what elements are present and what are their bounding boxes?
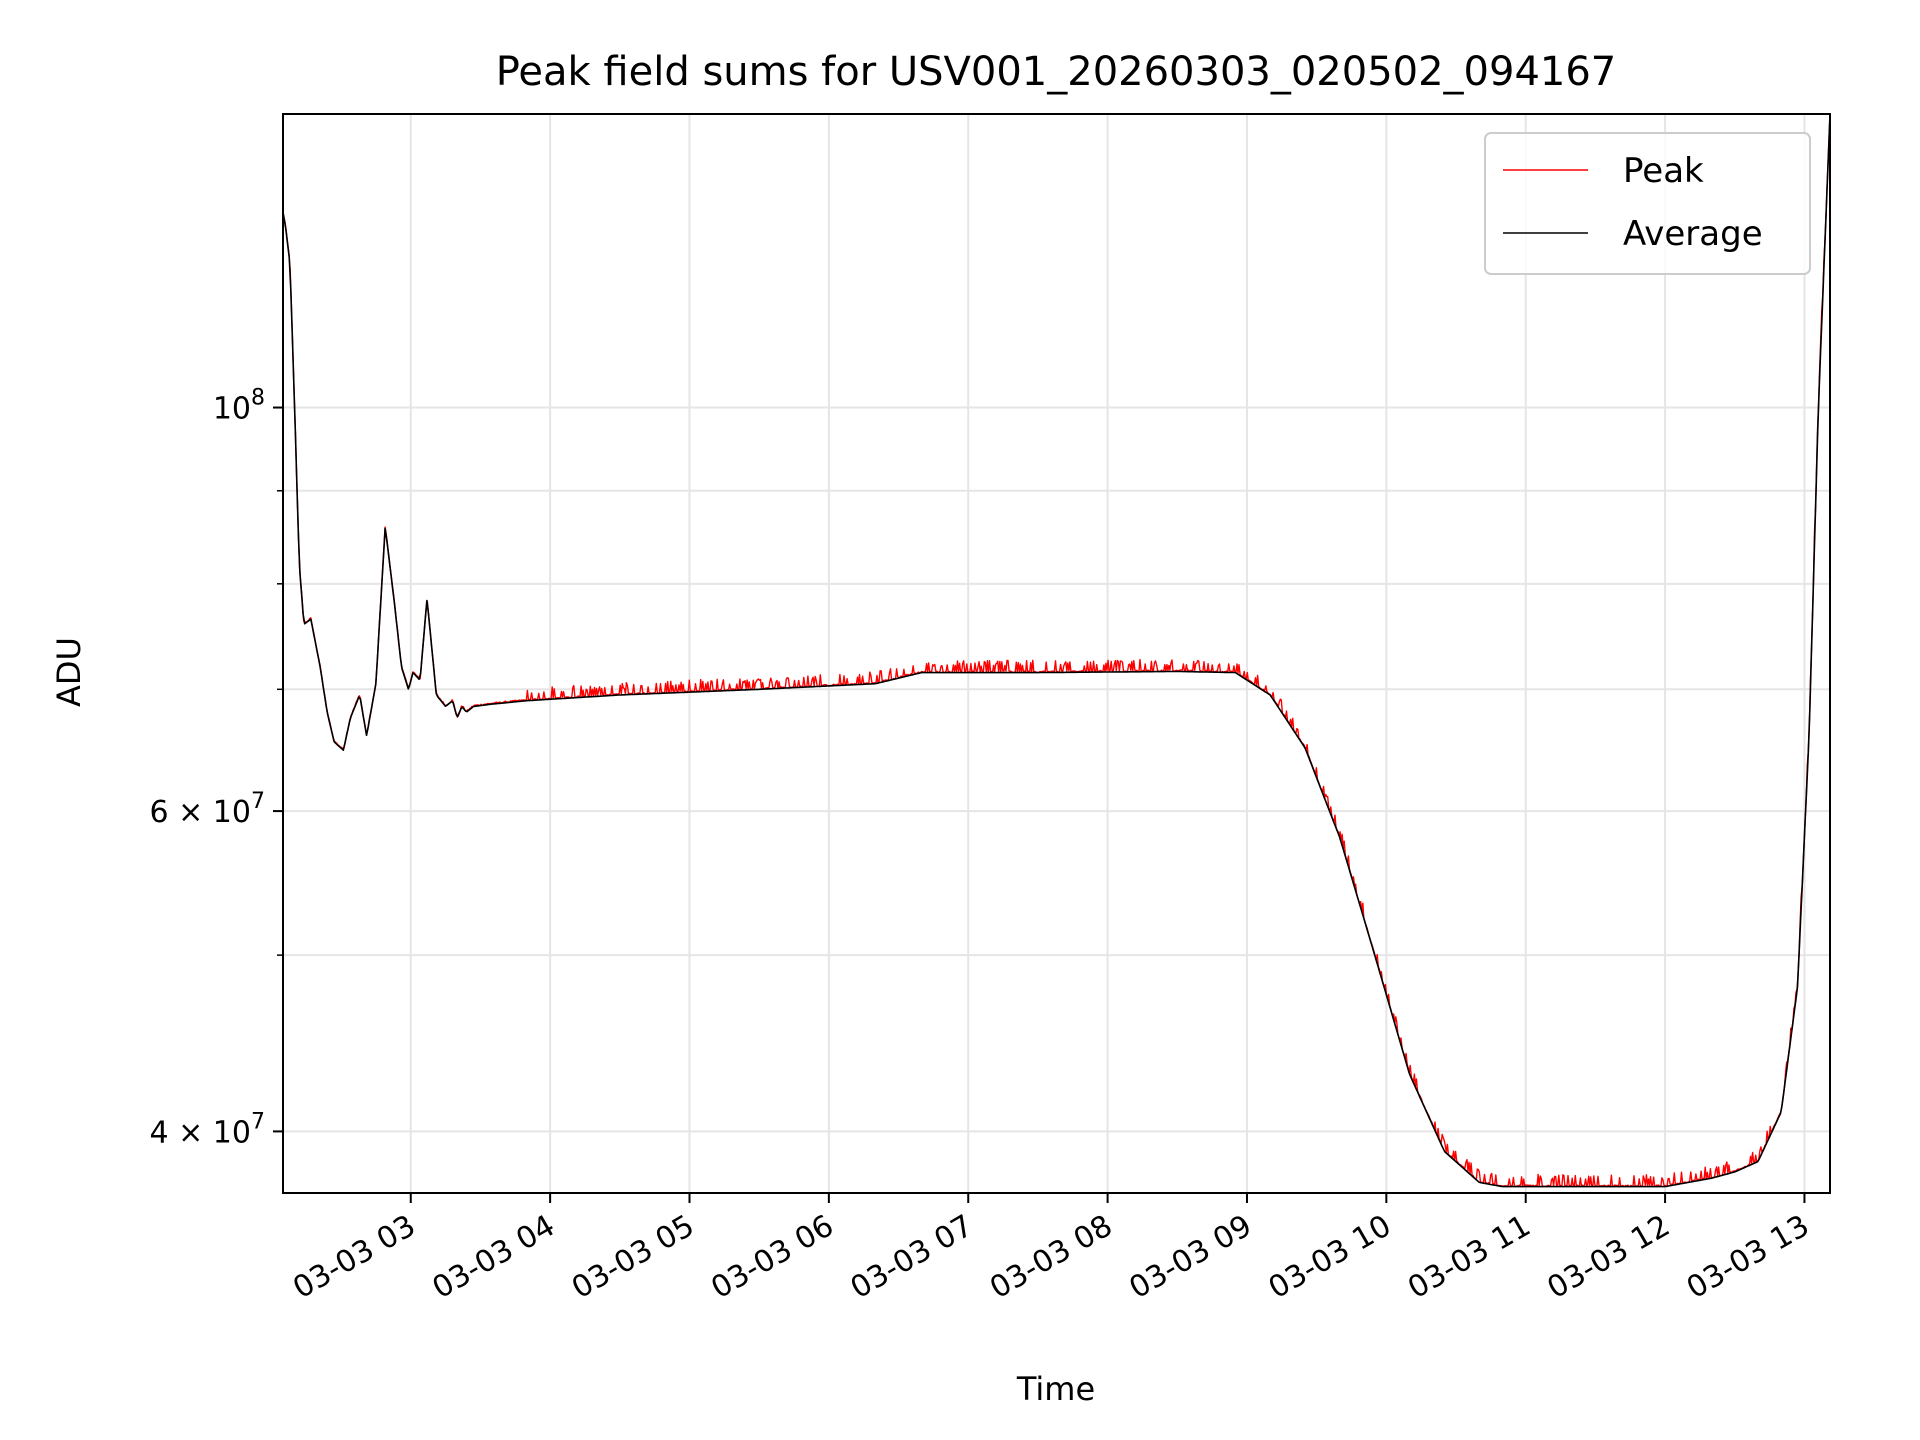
legend-peak-label: Peak <box>1623 151 1704 191</box>
average-line <box>282 113 1831 1188</box>
legend-average-label: Average <box>1623 214 1763 254</box>
legend-box <box>1484 132 1811 275</box>
y-tick-label: 6 × 107 <box>150 789 265 830</box>
series-average <box>282 113 1831 1188</box>
legend: Peak Average <box>1484 132 1811 275</box>
chart-title: Peak field sums for USV001_20260303_0205… <box>496 49 1617 95</box>
plot-frame <box>282 113 1831 1194</box>
y-tick-label: 108 <box>213 386 265 427</box>
y-axis-label: ADU <box>50 637 88 707</box>
grid <box>283 114 1830 1193</box>
x-axis-label: Time <box>1016 1370 1095 1408</box>
y-tick-label: 4 × 107 <box>150 1109 265 1150</box>
y-axis: 108 6 × 107 4 × 107 <box>150 386 283 1150</box>
